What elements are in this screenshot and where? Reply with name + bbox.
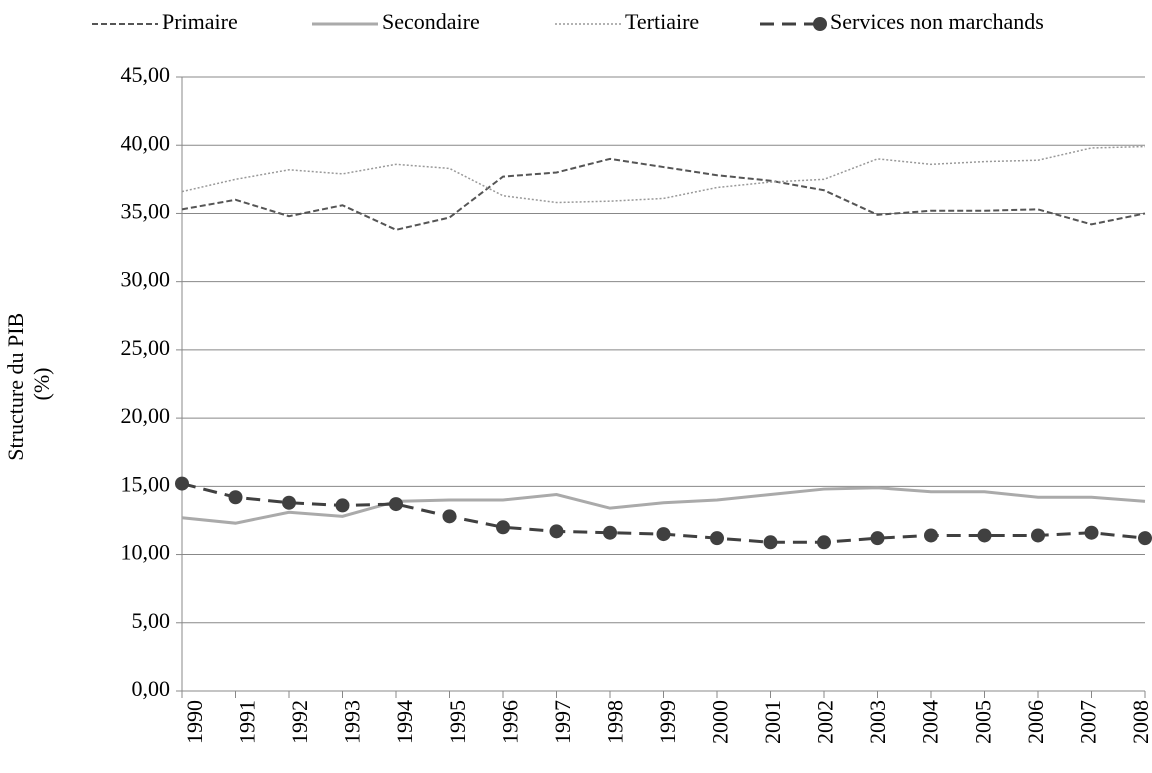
series-marker <box>1031 528 1045 543</box>
series-marker <box>763 535 778 550</box>
x-tick-label: 2002 <box>813 700 838 744</box>
y-tick-label: 45,00 <box>121 62 171 87</box>
series-marker <box>496 520 510 535</box>
x-tick-label: 1996 <box>497 700 522 744</box>
y-tick-label: 10,00 <box>121 540 171 565</box>
series-marker <box>977 528 992 543</box>
series-marker <box>389 497 403 512</box>
x-tick-label: 1995 <box>445 700 470 744</box>
series-marker <box>924 528 938 543</box>
legend-label: Primaire <box>162 9 238 34</box>
y-tick-label: 20,00 <box>121 403 171 428</box>
y-tick-label: 40,00 <box>121 130 171 155</box>
series-marker <box>1138 531 1152 546</box>
x-tick-label: 1991 <box>235 700 260 744</box>
series-marker <box>870 531 885 546</box>
y-tick-label: 30,00 <box>121 267 171 292</box>
x-tick-label: 1990 <box>182 700 207 744</box>
series-marker <box>228 490 243 505</box>
legend-label: Secondaire <box>382 9 480 34</box>
y-tick-label: 0,00 <box>132 676 171 701</box>
x-tick-label: 2005 <box>970 700 995 744</box>
y-axis-label: Structure du PIB (%) <box>3 307 54 460</box>
x-tick-label: 2000 <box>708 700 733 744</box>
series-marker <box>817 535 831 550</box>
x-tick-label: 2001 <box>760 700 785 744</box>
y-axis-label-line: Structure du PIB <box>3 313 28 461</box>
series-marker <box>335 498 350 513</box>
x-tick-label: 2003 <box>865 700 890 744</box>
series-marker <box>175 476 189 491</box>
legend-label: Tertiaire <box>625 9 699 34</box>
x-tick-label: 2007 <box>1075 700 1100 744</box>
x-tick-label: 2006 <box>1023 700 1048 744</box>
legend-label: Services non marchands <box>830 9 1044 34</box>
y-tick-label: 35,00 <box>121 198 171 223</box>
y-tick-label: 15,00 <box>121 471 171 496</box>
series-marker <box>710 531 724 546</box>
x-tick-label: 1993 <box>340 700 365 744</box>
x-tick-label: 1992 <box>287 700 312 744</box>
x-tick-label: 1997 <box>550 700 575 744</box>
series-marker <box>656 527 671 542</box>
series-marker <box>1084 525 1099 540</box>
series-line <box>181 157 1146 231</box>
series-marker <box>442 509 457 524</box>
series-line <box>181 486 1146 525</box>
y-tick-label: 5,00 <box>132 608 171 633</box>
series-marker <box>603 525 617 540</box>
legend-marker <box>813 17 827 31</box>
x-tick-label: 1994 <box>392 700 417 744</box>
y-tick-label: 25,00 <box>121 335 171 360</box>
y-axis-label-line: (%) <box>29 368 54 401</box>
x-tick-label: 2008 <box>1128 700 1152 744</box>
series-marker <box>282 495 296 510</box>
x-tick-label: 1998 <box>602 700 627 744</box>
x-tick-label: 2004 <box>918 700 943 744</box>
series-marker <box>549 524 564 539</box>
x-tick-label: 1999 <box>655 700 680 744</box>
series-line <box>181 145 1146 204</box>
